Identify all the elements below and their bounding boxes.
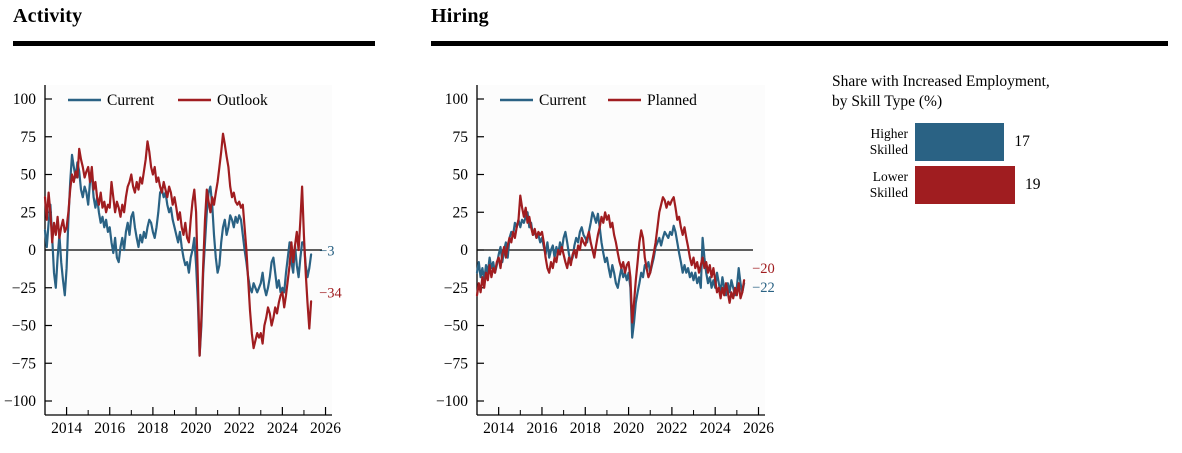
activity-line-chart: 100 75 50 25 0 −25 −50 −75 −100 2014 2016 2018 2020 2… (4, 85, 343, 437)
bar-chart-title-line1: Share with Increased Employment, (832, 73, 1050, 90)
higher-skilled-label: Higher Skilled (869, 125, 908, 157)
employment-share-bar-chart: Share with Increased Employment, by Skil… (832, 72, 1182, 209)
activity-x-tick-label: 2026 (310, 420, 341, 437)
activity-current-end-value: −3 (319, 244, 334, 260)
activity-x-tick-label: 2022 (224, 420, 255, 437)
hiring-x-tick-label: 2018 (570, 420, 601, 437)
activity-x-tick-label: 2016 (94, 420, 125, 437)
hiring-x-tick-label: 2026 (743, 420, 774, 437)
hiring-x-tick-label: 2022 (656, 420, 687, 437)
hiring-section-title: Hiring (431, 5, 489, 27)
activity-x-tick-label: 2020 (181, 420, 212, 437)
activity-y-tick-label: 0 (28, 242, 36, 259)
hiring-x-tick-label: 2024 (700, 420, 731, 437)
activity-y-tick-label: −75 (12, 355, 36, 372)
hiring-x-tick-label: 2014 (483, 420, 514, 437)
hiring-legend-planned-label: Planned (647, 92, 697, 109)
bar-row-lower-skilled: Lower Skilled 19 (832, 165, 1182, 204)
activity-y-tick-label: 75 (21, 129, 37, 146)
lower-skilled-label: Lower Skilled (869, 168, 908, 200)
lower-skilled-value: 19 (1024, 175, 1041, 193)
activity-outlook-line (43, 132, 313, 357)
activity-header-rule (13, 41, 375, 46)
activity-legend-outlook-label: Outlook (217, 92, 268, 109)
hiring-planned-end-value: −20 (752, 261, 775, 277)
hiring-y-tick-label: −25 (444, 280, 468, 297)
hiring-x-tick-label: 2020 (613, 420, 644, 437)
activity-y-tick-label: −50 (12, 318, 36, 335)
bar-chart-title-line2: by Skill Type (%) (832, 92, 943, 110)
hiring-y-tick-label: −100 (436, 393, 468, 410)
hiring-y-tick-label: 100 (445, 91, 469, 108)
activity-y-tick-label: 100 (13, 91, 37, 108)
activity-y-tick-label: −25 (12, 280, 36, 297)
lower-skilled-bar (915, 165, 1015, 204)
hiring-x-tick-label: 2016 (526, 420, 557, 437)
hiring-y-tick-label: −50 (444, 318, 468, 335)
bar-row-higher-skilled: Higher Skilled 17 (832, 122, 1182, 161)
hiring-y-tick-label: 75 (453, 129, 469, 146)
activity-y-tick-label: −100 (4, 393, 36, 410)
activity-y-tick-label: 50 (21, 167, 37, 184)
activity-legend-current-label: Current (107, 92, 155, 109)
higher-skilled-bar (915, 122, 1005, 161)
bar-chart-title: Share with Increased Employment, by Skil… (832, 72, 1182, 112)
activity-x-tick-label: 2024 (267, 420, 298, 437)
hiring-y-tick-label: 25 (453, 204, 469, 221)
hiring-header-rule (431, 41, 1168, 46)
hiring-current-line (475, 211, 746, 339)
activity-section-title: Activity (13, 5, 83, 27)
activity-x-tick-label: 2018 (137, 420, 168, 437)
hiring-y-tick-label: 0 (460, 242, 468, 259)
hiring-y-tick-label: 50 (453, 167, 469, 184)
activity-x-tick-label: 2014 (51, 420, 82, 437)
hiring-current-end-value: −22 (752, 280, 775, 296)
hiring-legend-current-label: Current (539, 92, 587, 109)
hiring-y-tick-label: −75 (444, 355, 468, 372)
activity-outlook-end-value: −34 (319, 285, 342, 301)
higher-skilled-value: 17 (1014, 132, 1030, 150)
activity-y-tick-label: 25 (21, 204, 37, 221)
activity-current-line (43, 153, 313, 357)
hiring-line-chart: 100 75 50 25 0 −25 −50 −75 −100 2014 2016 2018 2020 2… (436, 85, 775, 437)
hiring-planned-line (475, 194, 746, 324)
